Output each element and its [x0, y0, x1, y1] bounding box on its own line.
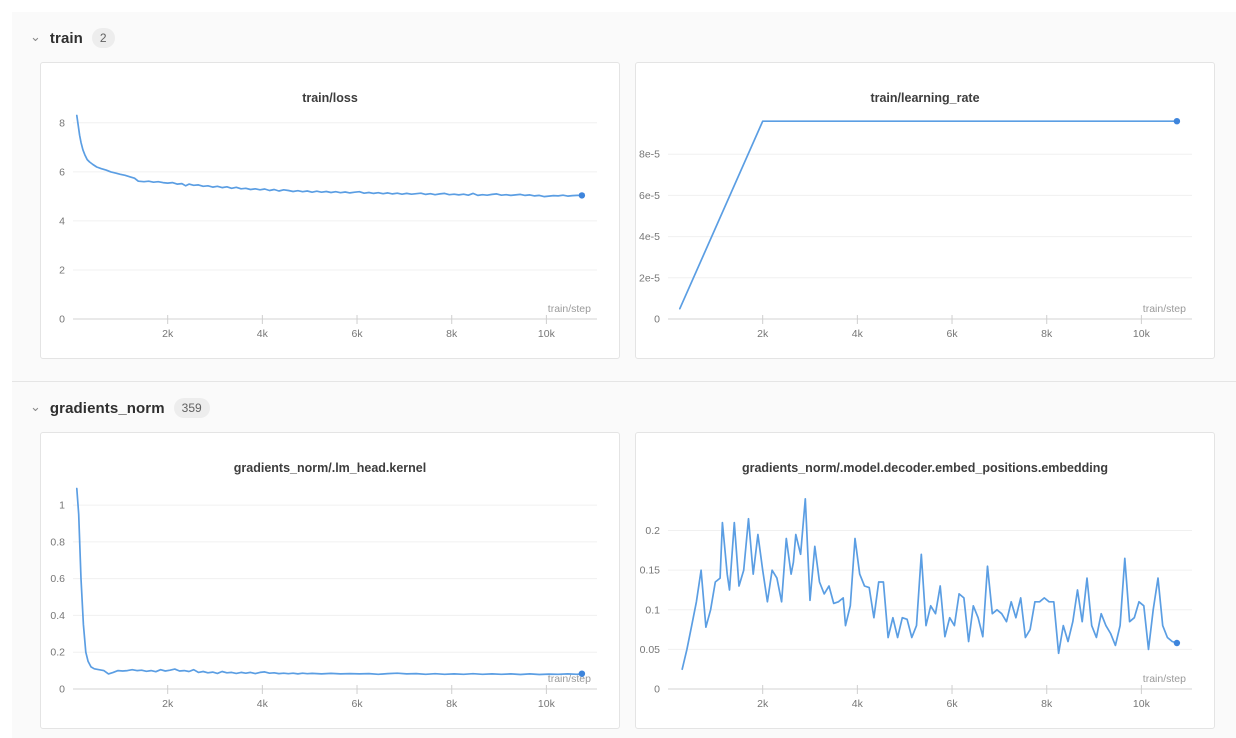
series-line — [681, 497, 1178, 671]
chart-count-badge: 2 — [91, 28, 115, 48]
x-tick-label: 10k — [538, 698, 556, 710]
y-tick-label: 1 — [59, 500, 65, 512]
line-chart: 0 0.05 0.1 0.15 0.2 2k 4k 6k 8k 10k train/step — [640, 497, 1192, 710]
section-header-train[interactable]: ⌄ train 2 — [12, 26, 1236, 50]
x-tick-label: 6k — [946, 328, 958, 340]
chart-count-badge: 359 — [173, 398, 210, 418]
series-end-dot — [578, 670, 586, 677]
section-gradients-norm: ⌄ gradients_norm 359 gradients_norm/.lm_… — [12, 382, 1236, 738]
x-tick-label: 8k — [1041, 698, 1053, 710]
y-tick-label: 6e-5 — [639, 190, 660, 202]
x-tick-label: 8k — [1041, 328, 1053, 340]
x-tick-label: 2k — [757, 328, 769, 340]
chart-title: gradients_norm/.lm_head.kernel — [233, 461, 427, 475]
y-tick-label: 0.8 — [50, 536, 65, 548]
y-tick-label: 2 — [59, 264, 65, 276]
x-axis-label: train/step — [1143, 673, 1186, 685]
y-tick-label: 0.6 — [50, 573, 65, 585]
x-axis-label: train/step — [548, 303, 591, 315]
x-tick-label: 6k — [351, 328, 363, 340]
line-chart: 0 2 4 6 8 2k 4k 6k 8k 10k train/step — [59, 114, 597, 340]
charts-row: train/loss 0 2 4 6 8 2k 4k 6k 8k 10k train/step tr… — [12, 62, 1236, 359]
x-tick-label: 6k — [946, 698, 958, 710]
line-chart: 0 2e-5 4e-5 6e-5 8e-5 2k 4k 6k 8k 10k train/step — [639, 118, 1192, 340]
x-tick-label: 4k — [852, 698, 864, 710]
chart-title: train/loss — [302, 91, 358, 105]
chart-panel-lm-head-kernel[interactable]: gradients_norm/.lm_head.kernel 0 0.2 0.4 0.… — [40, 432, 620, 729]
chart-panel-train-learning-rate[interactable]: train/learning_rate 0 2e-5 4e-5 6e-5 8e-5 2k 4… — [635, 62, 1215, 359]
x-tick-label: 10k — [538, 328, 556, 340]
y-tick-label: 8e-5 — [639, 149, 660, 161]
y-tick-label: 0.15 — [640, 565, 661, 577]
chevron-down-icon[interactable]: ⌄ — [30, 398, 41, 414]
series-end-dot — [578, 192, 586, 199]
x-tick-label: 4k — [257, 328, 269, 340]
x-tick-label: 6k — [351, 698, 363, 710]
series-end-dot — [1173, 118, 1181, 125]
y-tick-label: 0.2 — [50, 647, 65, 659]
chart-title: gradients_norm/.model.decoder.embed_posi… — [741, 461, 1109, 475]
x-tick-label: 4k — [257, 698, 269, 710]
x-tick-label: 2k — [162, 328, 174, 340]
y-tick-label: 0.1 — [645, 604, 660, 616]
y-tick-label: 0.2 — [645, 525, 660, 537]
y-tick-label: 4 — [59, 215, 65, 227]
y-tick-label: 4e-5 — [639, 231, 660, 243]
y-tick-label: 8 — [59, 117, 65, 129]
x-tick-label: 2k — [162, 698, 174, 710]
y-tick-label: 0.4 — [50, 610, 65, 622]
x-tick-label: 4k — [852, 328, 864, 340]
chevron-down-icon[interactable]: ⌄ — [30, 28, 41, 44]
chart-panel-embed-positions-embedding[interactable]: gradients_norm/.model.decoder.embed_posi… — [635, 432, 1215, 729]
y-tick-label: 0 — [654, 314, 660, 326]
y-tick-label: 0 — [59, 314, 65, 326]
series-end-dot — [1173, 639, 1181, 647]
x-tick-label: 2k — [757, 698, 769, 710]
x-tick-label: 10k — [1133, 698, 1151, 710]
y-tick-label: 0.05 — [640, 644, 661, 656]
section-title-train: train — [49, 29, 83, 47]
section-train: ⌄ train 2 train/loss 0 2 4 6 8 2k 4k 6k 8k 10k tra… — [12, 12, 1236, 382]
chart-panel-train-loss[interactable]: train/loss 0 2 4 6 8 2k 4k 6k 8k 10k train/step — [40, 62, 620, 359]
section-title-gradients-norm: gradients_norm — [49, 399, 165, 417]
y-tick-label: 0 — [654, 684, 660, 696]
y-tick-label: 0 — [59, 684, 65, 696]
chart-title: train/learning_rate — [870, 91, 980, 105]
series-line — [75, 114, 583, 198]
x-axis-label: train/step — [1143, 303, 1186, 315]
section-header-gradients-norm[interactable]: ⌄ gradients_norm 359 — [12, 396, 1236, 420]
x-tick-label: 8k — [446, 698, 458, 710]
charts-row: gradients_norm/.lm_head.kernel 0 0.2 0.4 0.… — [12, 432, 1236, 729]
y-tick-label: 6 — [59, 166, 65, 178]
y-tick-label: 2e-5 — [639, 272, 660, 284]
x-tick-label: 10k — [1133, 328, 1151, 340]
series-line — [75, 487, 583, 676]
series-line — [678, 120, 1178, 310]
x-tick-label: 8k — [446, 328, 458, 340]
